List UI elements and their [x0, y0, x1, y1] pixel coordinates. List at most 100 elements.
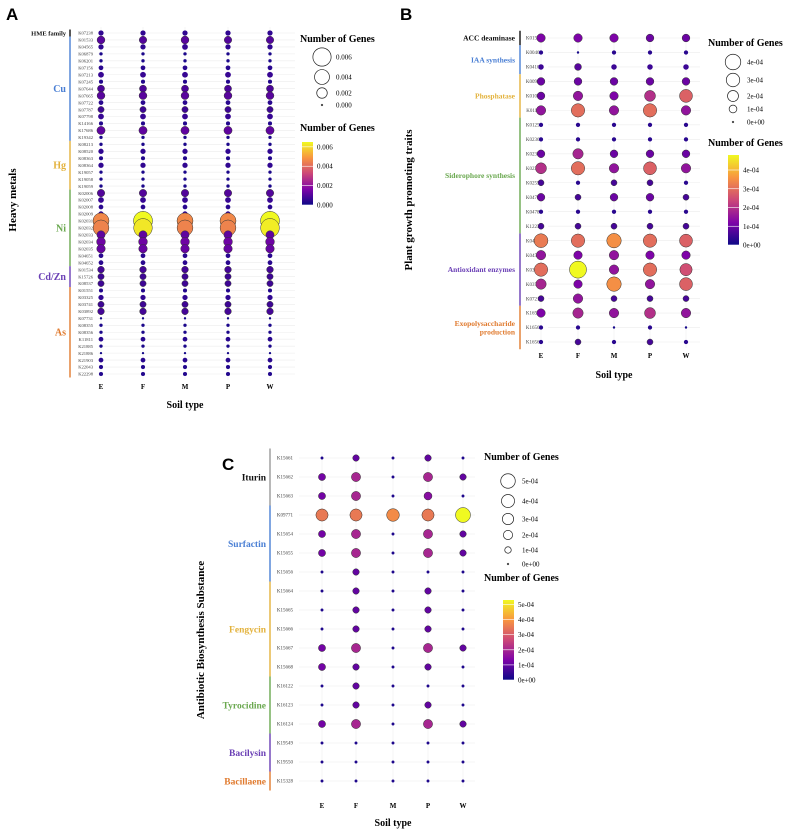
data-point	[138, 126, 148, 135]
data-point	[424, 701, 432, 709]
data-point	[461, 684, 465, 688]
data-point	[98, 357, 104, 363]
data-point	[267, 79, 273, 84]
data-point	[536, 91, 546, 101]
colorbar-tick-label: 0.006	[317, 143, 333, 151]
data-point	[643, 161, 657, 176]
data-point	[611, 209, 617, 214]
data-point	[139, 84, 147, 93]
gene-label: K02032	[78, 226, 94, 231]
data-point	[459, 720, 467, 728]
gene-label: K04652	[78, 260, 94, 265]
x-tick-label: E	[539, 352, 544, 360]
gene-label: K17686	[78, 128, 94, 133]
size-legend-circle	[312, 47, 332, 67]
x-tick-label: M	[611, 352, 618, 360]
data-point	[268, 52, 272, 56]
data-point	[268, 184, 272, 188]
data-point	[226, 52, 230, 56]
data-point	[182, 197, 188, 203]
data-point	[391, 532, 395, 536]
data-point	[643, 262, 657, 277]
data-point	[680, 308, 692, 319]
gene-label: K15664	[277, 590, 294, 595]
data-point	[225, 253, 231, 259]
data-point	[683, 180, 689, 185]
colorbar-tick-label: 5e-04	[518, 601, 534, 609]
data-point	[645, 250, 655, 260]
data-point	[223, 126, 233, 135]
data-point	[351, 472, 361, 482]
data-point	[267, 294, 273, 301]
data-point	[351, 529, 361, 539]
data-point	[683, 209, 689, 214]
data-point	[608, 308, 620, 319]
gene-label: K15666	[277, 628, 294, 633]
data-point	[99, 52, 103, 56]
color-legend-title: Number of Genes	[708, 138, 783, 149]
gene-label: K15665	[277, 609, 294, 614]
data-point	[225, 371, 231, 377]
data-point	[267, 357, 273, 363]
gene-label: K02035	[78, 246, 94, 251]
data-point	[267, 288, 273, 293]
gene-label: K21885	[78, 344, 94, 349]
data-point	[183, 323, 187, 327]
data-point	[266, 35, 274, 44]
data-point	[267, 100, 273, 105]
data-point	[97, 84, 105, 93]
data-point	[391, 779, 395, 783]
gene-label: K16122	[277, 685, 294, 690]
data-point	[226, 135, 230, 140]
color-legend-title: Number of Genes	[300, 123, 375, 134]
data-point	[571, 161, 585, 176]
data-point	[536, 33, 546, 43]
size-legend-label: 0.004	[336, 74, 352, 82]
data-point	[182, 288, 188, 293]
size-legend-circle	[314, 69, 330, 85]
gene-label: K04103	[526, 66, 543, 71]
data-point	[141, 323, 145, 327]
data-point	[424, 625, 432, 633]
x-axis-title: Soil type	[596, 370, 634, 381]
data-point	[318, 530, 326, 538]
data-point	[268, 330, 272, 334]
data-point	[391, 665, 395, 669]
data-point	[182, 30, 188, 36]
data-point	[683, 339, 689, 345]
data-point	[354, 760, 358, 764]
gene-label: K19057	[78, 170, 94, 175]
size-legend-label: 0e+00	[522, 561, 540, 569]
group-label: Siderophore synthesis	[445, 171, 515, 180]
data-point	[647, 325, 653, 330]
data-point	[266, 106, 274, 113]
x-tick-label: W	[267, 383, 274, 391]
size-legend-label: 0.000	[336, 102, 352, 110]
data-point	[351, 719, 361, 729]
data-point	[455, 507, 471, 523]
data-point	[320, 703, 324, 707]
gene-label: K01113	[526, 109, 542, 114]
gene-label: K08363	[78, 156, 94, 161]
group-label: Exopolysaccharide production	[455, 319, 516, 337]
group-label: Phosphatase	[475, 92, 516, 101]
gene-label: K04565	[526, 254, 543, 259]
data-point	[97, 189, 105, 198]
data-point	[225, 71, 231, 78]
data-point	[140, 364, 146, 370]
data-point	[140, 156, 146, 161]
gene-label: K16567	[526, 326, 543, 331]
data-point	[573, 77, 583, 86]
group-label: ACC deaminase	[463, 34, 516, 43]
data-point	[351, 548, 361, 558]
data-point	[140, 44, 146, 50]
data-point	[391, 646, 395, 650]
data-point	[538, 325, 544, 330]
data-point	[266, 189, 274, 198]
data-point	[681, 33, 691, 43]
gene-label: K02362	[526, 138, 543, 143]
data-point	[573, 279, 583, 289]
data-point	[574, 222, 582, 230]
data-point	[99, 330, 103, 334]
data-point	[459, 473, 467, 481]
